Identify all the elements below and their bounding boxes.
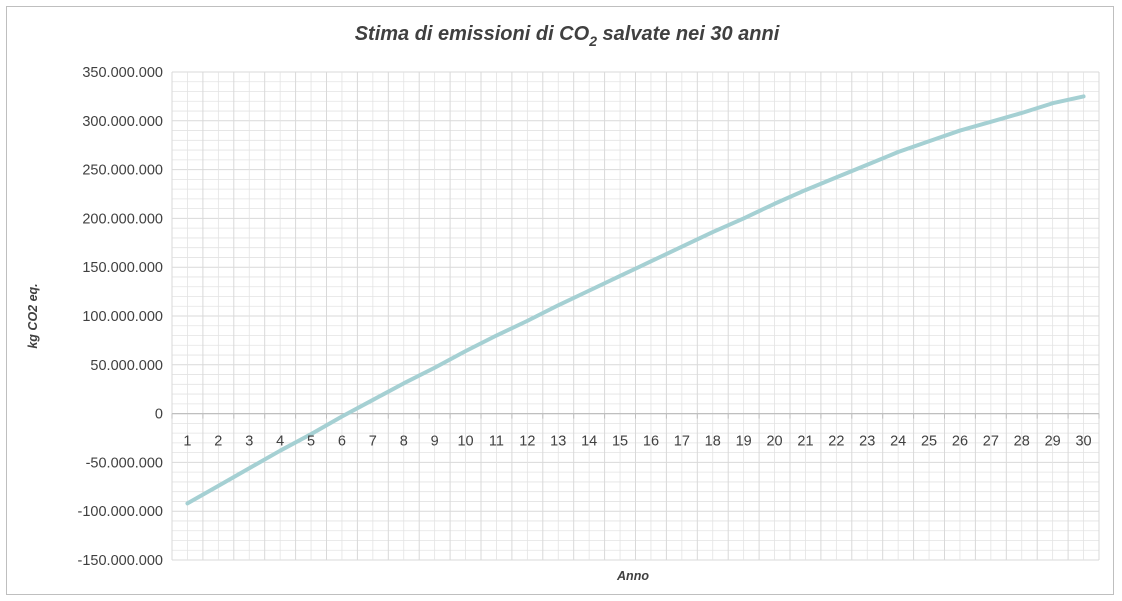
x-tick-label: 2	[214, 434, 222, 450]
x-tick-label: 7	[369, 434, 377, 450]
x-tick-label: 8	[400, 434, 408, 450]
x-tick-label: 20	[766, 434, 782, 450]
chart-frame: 350.000.000 300.000.000 250.000.000 200.000…	[6, 6, 1114, 595]
label-layer: 350.000.000300.000.000250.000.000200.000…	[78, 65, 1092, 569]
x-tick-label: 16	[643, 434, 659, 450]
x-tick-label: 27	[983, 434, 999, 450]
x-tick-label: 11	[489, 434, 504, 450]
y-tick-label: 250.000.000	[82, 163, 163, 179]
y-tick-label: 100.000.000	[82, 309, 163, 325]
y-tick-label: -150.000.000	[78, 553, 163, 569]
x-tick-label: 17	[674, 434, 690, 450]
x-tick-label: 21	[797, 434, 813, 450]
chart-title-prefix: Stima di emissioni di CO	[355, 23, 590, 45]
y-tick-label: 300.000.000	[82, 114, 163, 130]
x-axis-title: Anno	[616, 569, 649, 583]
x-tick-label: 18	[705, 434, 721, 450]
x-tick-label: 15	[612, 434, 628, 450]
chart-title: Stima di emissioni di CO2 salvate nei 30…	[355, 23, 780, 49]
x-tick-label: 30	[1075, 434, 1091, 450]
x-tick-label: 13	[550, 434, 566, 450]
axis-layer	[171, 413, 1100, 419]
x-tick-label: 24	[890, 434, 906, 450]
x-tick-label: 6	[338, 434, 346, 450]
x-tick-label: 4	[276, 434, 284, 450]
y-axis-title: kg CO2 eq.	[26, 283, 40, 348]
y-tick-label: -100.000.000	[78, 504, 163, 520]
y-tick-label: 350.000.000	[82, 65, 163, 81]
x-tick-label: 3	[245, 434, 253, 450]
x-tick-label: 26	[952, 434, 968, 450]
series-layer	[185, 94, 1086, 506]
x-tick-label: 14	[581, 434, 597, 450]
x-tick-label: 22	[828, 434, 844, 450]
chart-title-suffix: salvate nei 30 anni	[597, 23, 780, 45]
x-tick-label: 9	[431, 434, 439, 450]
y-tick-label: 50.000.000	[90, 358, 163, 374]
y-tick-label: 150.000.000	[82, 260, 163, 276]
x-tick-label: 5	[307, 434, 315, 450]
series-line	[185, 94, 1086, 506]
y-tick-label: 0	[155, 407, 163, 423]
x-tick-label: 10	[457, 434, 473, 450]
y-tick-label: 200.000.000	[82, 211, 163, 227]
chart-title-subscript: 2	[588, 33, 597, 49]
x-tick-label: 29	[1045, 434, 1061, 450]
y-tick-label: -50.000.000	[86, 455, 163, 471]
x-tick-label: 23	[859, 434, 875, 450]
x-tick-label: 12	[519, 434, 535, 450]
chart-svg: 350.000.000300.000.000250.000.000200.000…	[26, 23, 1100, 583]
x-tick-label: 1	[183, 434, 191, 450]
x-tick-label: 28	[1014, 434, 1030, 450]
x-tick-label: 25	[921, 434, 937, 450]
grid-layer	[171, 71, 1100, 561]
x-tick-label: 19	[736, 434, 752, 450]
